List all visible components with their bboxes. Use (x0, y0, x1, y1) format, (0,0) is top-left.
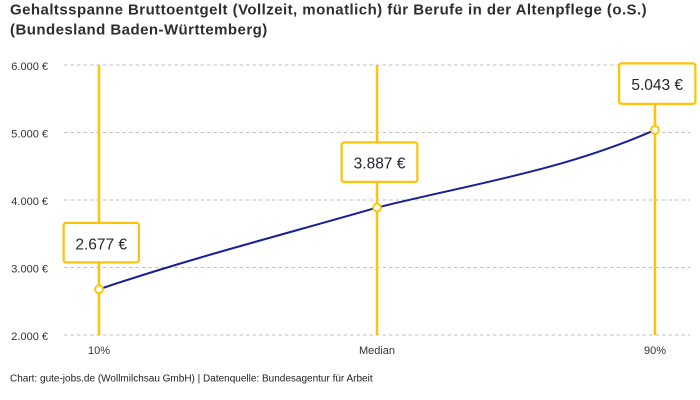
svg-text:2.677 €: 2.677 € (75, 236, 127, 253)
svg-text:5.043 €: 5.043 € (631, 77, 683, 94)
svg-text:3.000 €: 3.000 € (11, 264, 48, 276)
svg-text:3.887 €: 3.887 € (354, 156, 406, 173)
svg-text:5.000 €: 5.000 € (11, 129, 48, 141)
svg-text:Median: Median (359, 345, 395, 357)
svg-text:90%: 90% (644, 345, 666, 357)
svg-text:6.000 €: 6.000 € (11, 61, 48, 73)
svg-text:Chart: gute-jobs.de (Wollmilch: Chart: gute-jobs.de (Wollmilchsau GmbH) … (10, 374, 373, 385)
svg-text:Gehaltsspanne Bruttoentgelt (V: Gehaltsspanne Bruttoentgelt (Vollzeit, m… (10, 1, 647, 18)
svg-text:2.000 €: 2.000 € (11, 331, 48, 343)
svg-text:10%: 10% (88, 345, 110, 357)
svg-text:4.000 €: 4.000 € (11, 196, 48, 208)
svg-text:(Bundesland Baden-Württemberg): (Bundesland Baden-Württemberg) (10, 21, 268, 38)
